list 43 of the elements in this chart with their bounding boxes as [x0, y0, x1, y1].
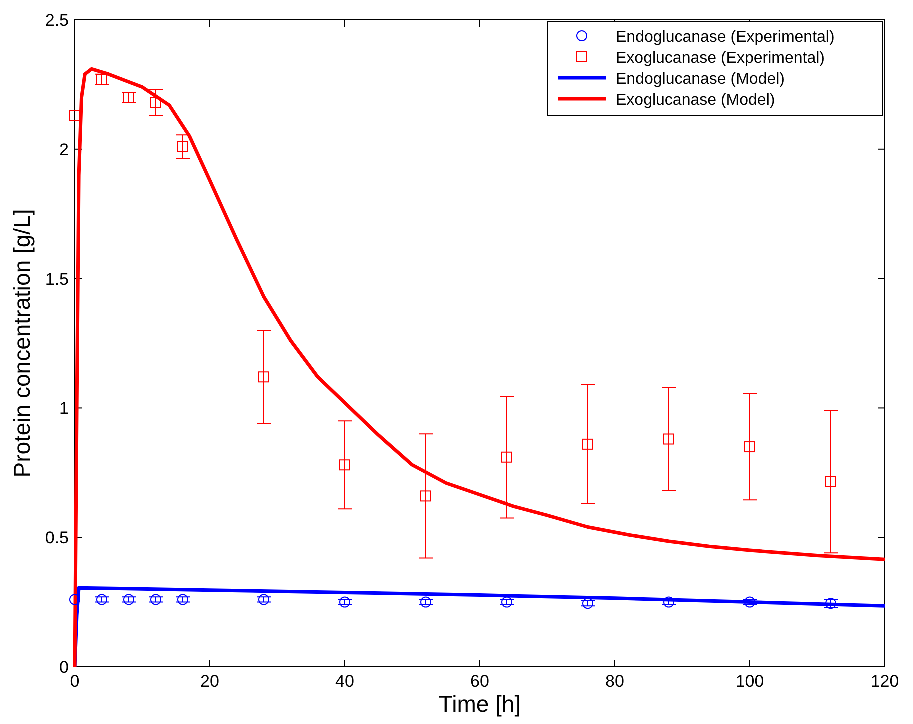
y-tick-label: 0.5 — [45, 528, 69, 548]
point — [502, 596, 512, 608]
legend-label: Exoglucanase (Experimental) — [616, 50, 825, 67]
line-series — [73, 67, 887, 669]
x-axis-title: Time [h] — [438, 691, 522, 717]
point — [744, 596, 756, 608]
point — [258, 594, 270, 606]
point — [664, 596, 674, 608]
point — [70, 594, 80, 606]
y-tick-label: 1.5 — [45, 270, 69, 289]
y-tick-label: 2 — [60, 140, 69, 160]
x-tick-label: 40 — [336, 672, 354, 691]
y-tick-label: 2.5 — [45, 11, 69, 30]
point — [582, 438, 594, 450]
point — [340, 596, 350, 608]
point — [420, 596, 432, 608]
point — [150, 594, 162, 606]
point — [502, 452, 512, 463]
y-axis-title: Protein concentration [g/L] — [9, 209, 35, 478]
point — [664, 434, 674, 445]
x-tick-label: 20 — [200, 672, 220, 691]
y-tick-label: 1 — [60, 399, 69, 418]
point — [124, 594, 134, 606]
point — [420, 490, 432, 502]
x-tick-label: 100 — [736, 672, 764, 691]
point — [826, 476, 836, 488]
legend-label: Exoglucanase (Model) — [616, 92, 776, 109]
point — [178, 594, 188, 606]
legend-label: Endoglucanase (Experimental) — [616, 29, 835, 46]
x-tick-label: 60 — [470, 672, 490, 691]
point — [178, 141, 188, 152]
point — [582, 598, 594, 610]
point — [70, 110, 80, 122]
point — [340, 460, 350, 471]
point — [258, 372, 270, 383]
point — [150, 97, 162, 108]
point — [744, 442, 756, 453]
point — [826, 598, 836, 610]
x-tick-label: 80 — [606, 672, 624, 691]
x-tick-label: 120 — [870, 672, 900, 691]
legend-label: Endoglucanase (Model) — [616, 71, 785, 88]
point — [96, 594, 108, 606]
y-tick-label: 0 — [60, 658, 69, 677]
